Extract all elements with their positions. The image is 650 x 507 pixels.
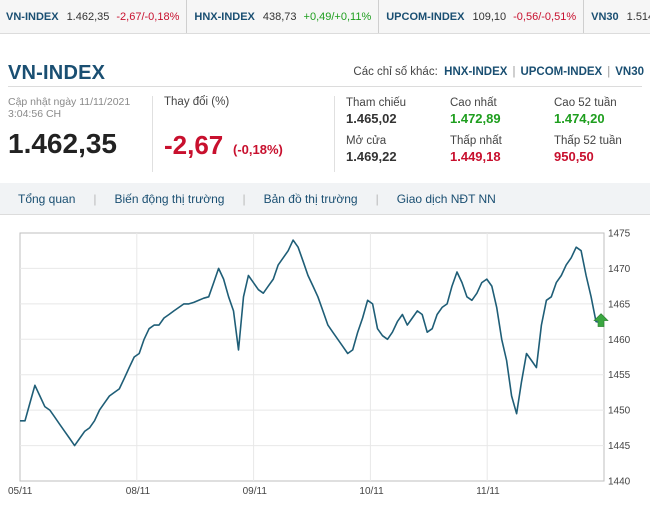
ticker-name: VN30	[591, 11, 619, 23]
stat-low: Thấp nhất 1.449,18	[450, 134, 550, 165]
tab-separator: |	[375, 192, 379, 206]
stat-label: Mở cửa	[346, 135, 387, 147]
x-tick-label: 05/11	[8, 486, 33, 497]
y-tick-label: 1465	[608, 299, 631, 310]
y-tick-label: 1445	[608, 441, 631, 452]
x-tick-label: 10/11	[359, 486, 384, 497]
y-tick-label: 1455	[608, 370, 631, 381]
tab-overview[interactable]: Tổng quan |	[0, 183, 97, 215]
y-tick-label: 1450	[608, 406, 631, 417]
stat-value: 1.472,89	[450, 111, 501, 126]
ticker-change: -2,67/-0,18%	[116, 11, 180, 23]
nav-separator: |	[607, 66, 611, 78]
chart-grid	[19, 232, 605, 482]
stat-reference: Tham chiếu 1.465,02	[346, 96, 446, 127]
tab-label: Giao dịch NĐT NN	[396, 192, 496, 206]
change-value: -2,67	[164, 130, 224, 160]
nav-separator: |	[512, 66, 516, 78]
up-arrow-icon	[593, 313, 609, 327]
series-group	[20, 239, 602, 447]
stat-label: Thấp nhất	[450, 135, 502, 147]
tab-separator: |	[93, 192, 97, 206]
stat-value: 1.474,20	[554, 111, 605, 126]
stat-value: 1.465,02	[346, 111, 397, 126]
other-indices-nav: Các chỉ số khác: HNX-INDEX | UPCOM-INDEX | V…	[353, 66, 644, 78]
stat-label: Thấp 52 tuần	[554, 135, 622, 147]
tab-label: Bản đồ thị trường	[263, 192, 358, 206]
y-tick-label: 1475	[608, 229, 631, 240]
tab-bar: Tổng quan | Biến động thị trường | Bản đồ th…	[0, 183, 650, 215]
update-date: Cập nhật ngày 11/11/2021	[8, 96, 131, 108]
stat-open: Mở cửa 1.469,22	[346, 134, 446, 165]
series-line	[20, 239, 602, 447]
stat-value: 1.449,18	[450, 149, 501, 164]
ticker-change: +0,49/+0,11%	[303, 11, 372, 23]
stat-label: Tham chiếu	[346, 97, 407, 109]
ticker-value: 438,73	[262, 11, 297, 23]
page-title: VN-INDEX	[8, 62, 106, 84]
other-indices-label: Các chỉ số khác:	[353, 66, 438, 78]
tab-label: Biến động thị trường	[114, 192, 225, 206]
ticker-value: 1.462,35	[66, 11, 110, 23]
stat-label: Cao nhất	[450, 97, 497, 109]
stats-divider	[334, 96, 335, 172]
x-axis-labels: 05/11 08/11 09/11 10/11 11/11	[8, 486, 500, 497]
plot-frame	[19, 232, 605, 482]
stat-value: 1.469,22	[346, 149, 397, 164]
summary-divider	[152, 96, 153, 172]
x-tick-label: 11/11	[476, 486, 500, 497]
ticker-item-vnindex[interactable]: VN-INDEX 1.462,35 -2,67/-0,18%	[0, 0, 186, 33]
link-upcom-index[interactable]: UPCOM-INDEX	[520, 66, 603, 78]
stat-high: Cao nhất 1.472,89	[450, 96, 550, 127]
ticker-item-hnxindex[interactable]: HNX-INDEX 438,73 +0,49/+0,11%	[186, 0, 378, 33]
x-tick-label: 09/11	[243, 486, 268, 497]
ticker-item-upcomindex[interactable]: UPCOM-INDEX 109,10 -0,56/-0,51%	[378, 0, 583, 33]
tab-market-movement[interactable]: Biến động thị trường |	[97, 183, 246, 215]
stat-low-52w: Thấp 52 tuần 950,50	[554, 134, 650, 165]
tab-label: Tổng quan	[18, 192, 76, 206]
y-tick-label: 1460	[608, 335, 631, 346]
ticker-change: -0,56/-0,51%	[513, 11, 577, 23]
ticker-value: 1.514	[626, 11, 650, 23]
x-tick-label: 08/11	[126, 486, 151, 497]
ticker-name: HNX-INDEX	[194, 11, 255, 23]
last-value-marker	[593, 313, 609, 327]
stat-value: 950,50	[554, 149, 594, 164]
change-percent: (-0,18%)	[233, 142, 283, 157]
index-ticker-bar: VN-INDEX 1.462,35 -2,67/-0,18% HNX-INDEX 438…	[0, 0, 650, 34]
update-time: Cập nhật ngày 11/11/2021 3:04:56 CH	[8, 96, 148, 120]
stat-label: Cao 52 tuần	[554, 97, 617, 109]
y-tick-label: 1440	[608, 477, 631, 488]
link-hnx-index[interactable]: HNX-INDEX	[444, 66, 508, 78]
stat-high-52w: Cao 52 tuần 1.474,20	[554, 96, 650, 127]
y-axis-labels: 1440 1445 1450 1455 1460 1465 1470 1475	[608, 229, 631, 488]
ticker-name: UPCOM-INDEX	[386, 11, 465, 23]
header-divider	[8, 86, 642, 87]
ticker-item-vn30[interactable]: VN30 1.514	[583, 0, 650, 33]
change-label: Thay đổi (%)	[164, 96, 230, 108]
update-clock: 3:04:56 CH	[8, 108, 62, 120]
tab-market-map[interactable]: Bản đồ thị trường |	[246, 183, 379, 215]
link-vn30[interactable]: VN30	[615, 66, 644, 78]
intraday-line-chart[interactable]: 05/11 08/11 09/11 10/11 11/11 14401445145014…	[0, 225, 650, 507]
ticker-value: 109,10	[472, 11, 507, 23]
tab-separator: |	[242, 192, 246, 206]
tab-foreign-trading[interactable]: Giao dịch NĐT NN	[379, 183, 496, 215]
ticker-name: VN-INDEX	[6, 11, 59, 23]
y-tick-label: 1470	[608, 264, 631, 275]
index-value: 1.462,35	[8, 128, 117, 159]
